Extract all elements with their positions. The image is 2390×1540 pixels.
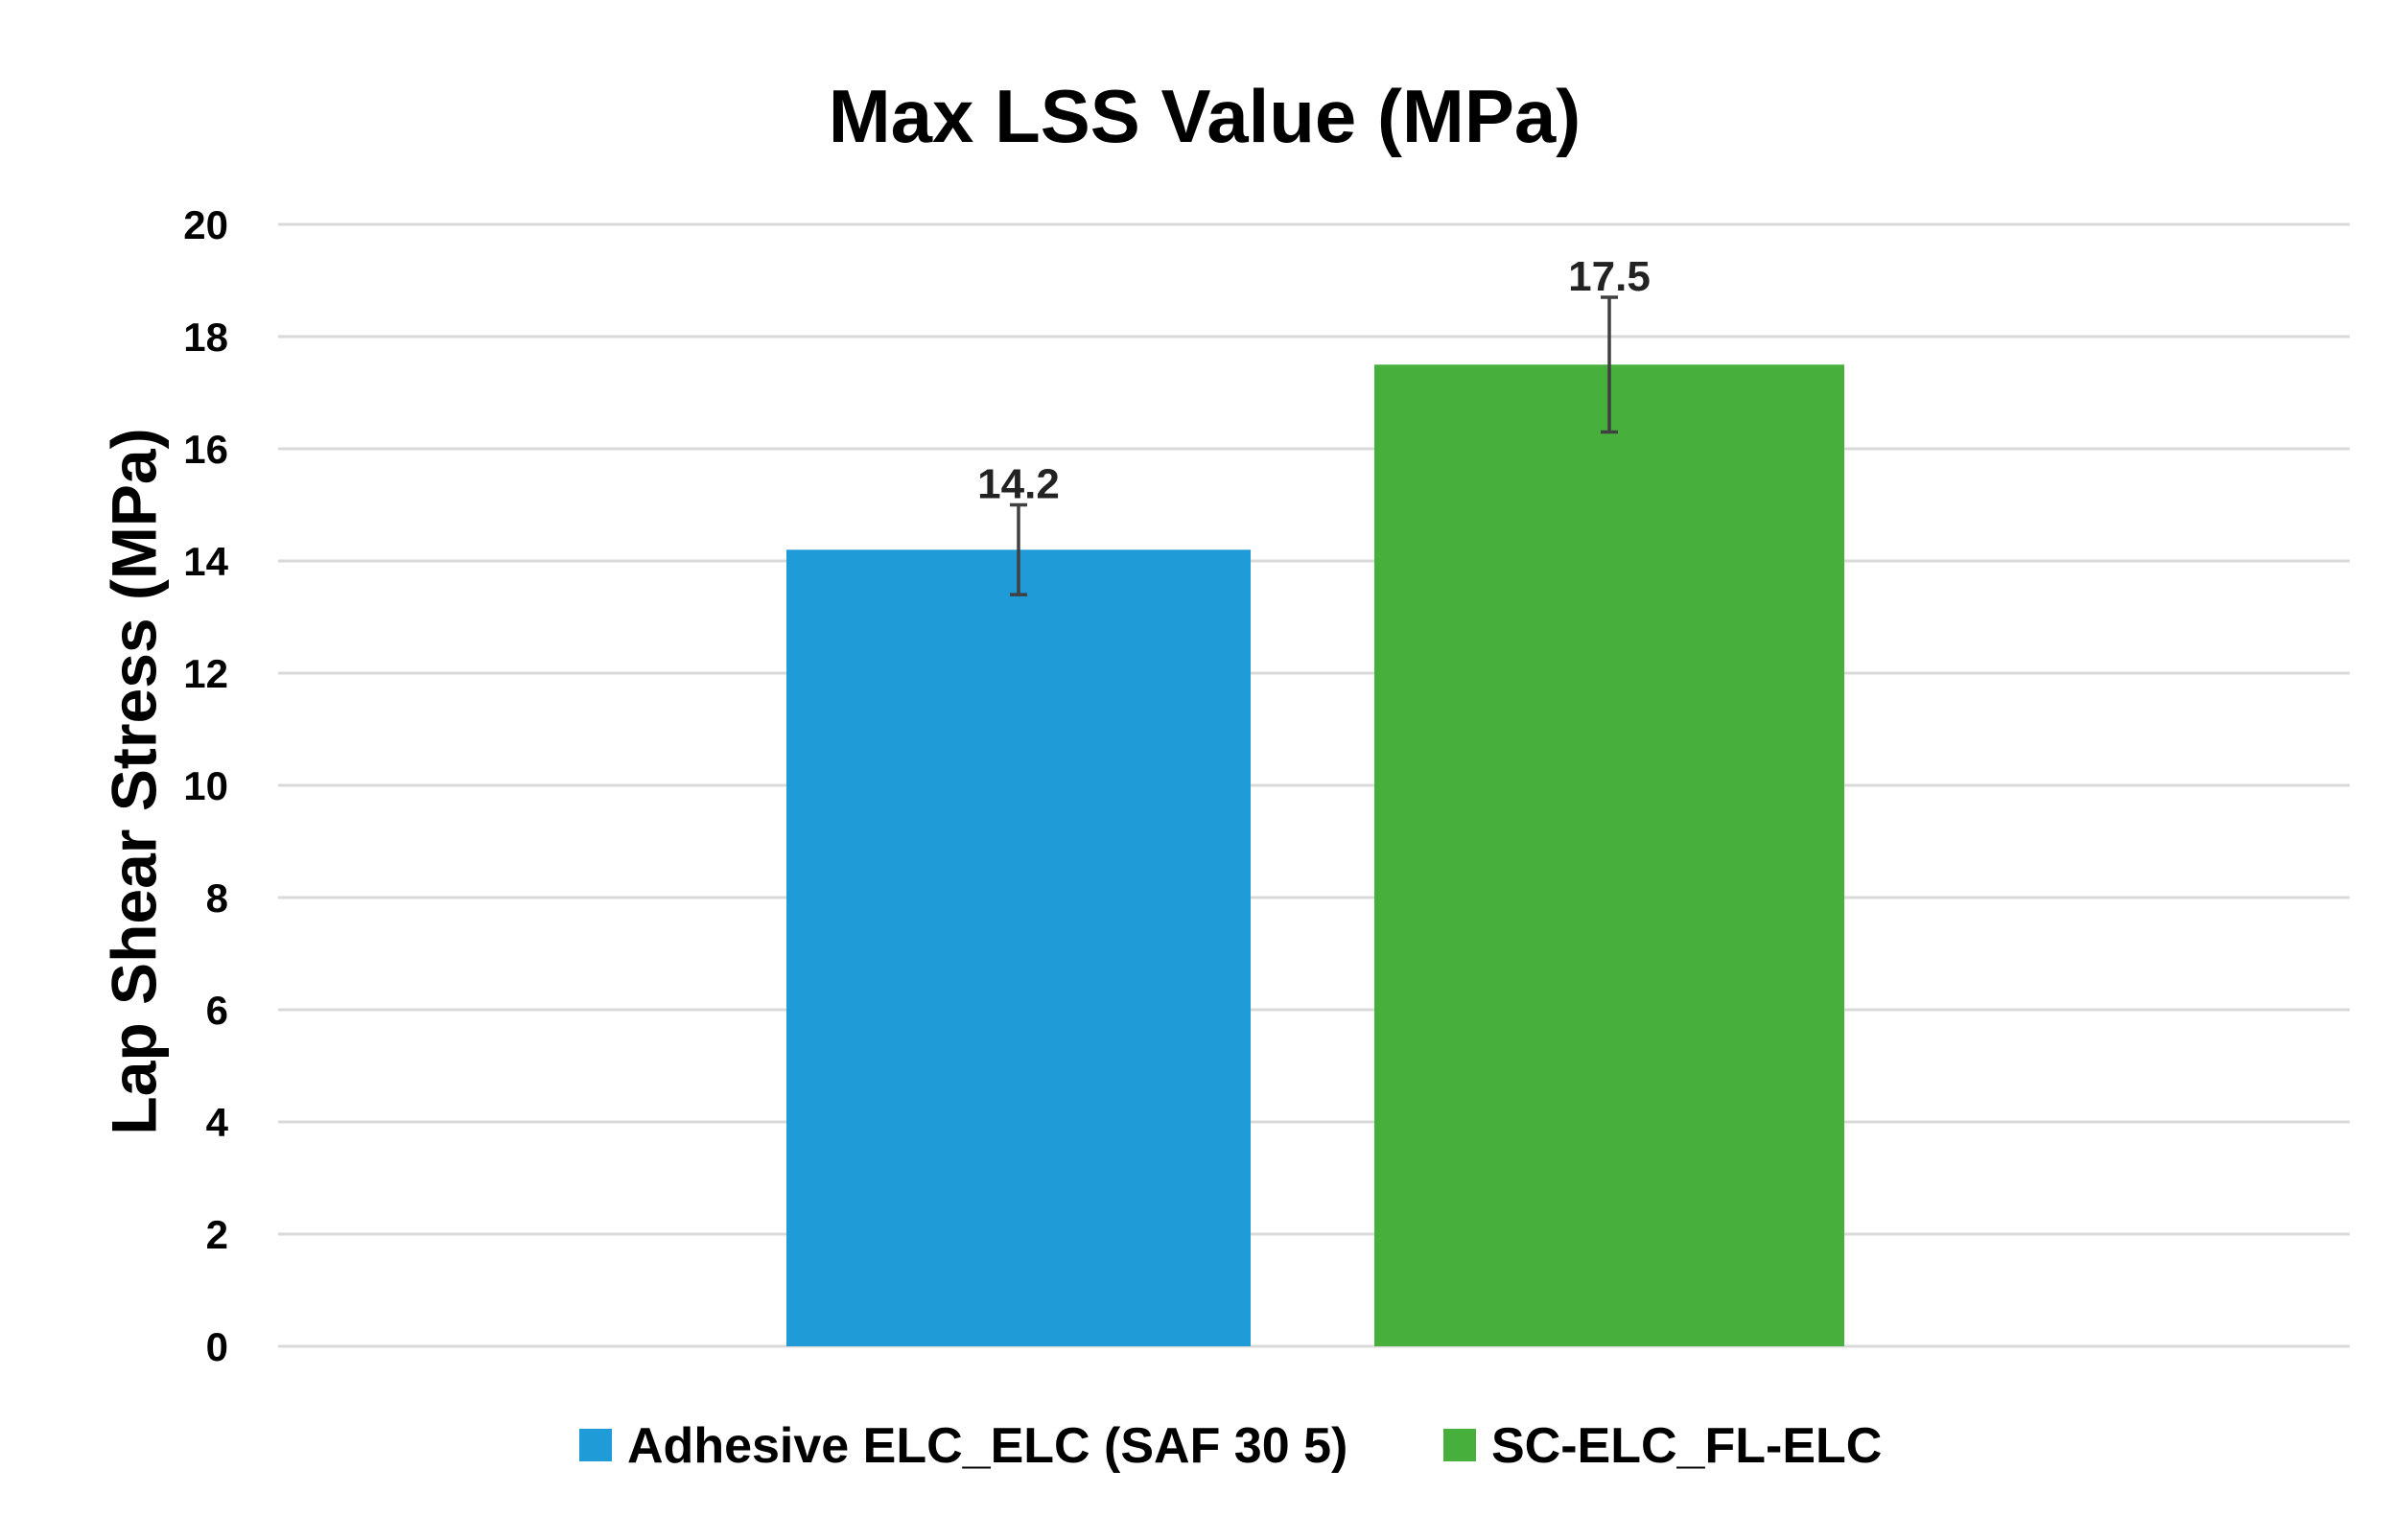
data-label-1: 14.2 — [977, 461, 1060, 508]
y-tick-label-10: 10 — [183, 763, 228, 808]
error-bar-2 — [1601, 295, 1618, 434]
chart-title: Max LSS Value (MPa) — [829, 74, 1582, 158]
y-tick-label-2: 2 — [206, 1212, 228, 1257]
y-tick-label-4: 4 — [206, 1100, 229, 1145]
legend: Adhesive ELC_ELC (SAF 30 5) SC-ELC_FL-ELC — [579, 1418, 1882, 1474]
y-tick-label-12: 12 — [183, 651, 228, 696]
y-tick-label-6: 6 — [206, 988, 228, 1033]
y-tick-label-14: 14 — [183, 539, 228, 584]
legend-swatch-1 — [579, 1429, 612, 1461]
gridlines — [278, 222, 2350, 1348]
y-axis-label: Lap Shear Stress (MPa) — [98, 428, 169, 1134]
bar-2 — [1374, 364, 1844, 1346]
legend-label-1: Adhesive ELC_ELC (SAF 30 5) — [627, 1418, 1347, 1474]
error-bar-1 — [1010, 502, 1027, 596]
legend-swatch-2 — [1443, 1429, 1476, 1461]
y-tick-label-16: 16 — [183, 427, 228, 472]
y-tick-label-20: 20 — [183, 202, 228, 247]
legend-item-2: SC-ELC_FL-ELC — [1443, 1418, 1882, 1474]
bars: 14.2 17.5 — [786, 253, 1844, 1346]
y-tick-label-18: 18 — [183, 315, 228, 360]
y-tick-labels: 0 2 4 6 8 10 12 14 16 18 20 — [183, 202, 228, 1369]
legend-label-2: SC-ELC_FL-ELC — [1491, 1418, 1882, 1474]
bar-1 — [786, 549, 1251, 1346]
y-tick-label-8: 8 — [206, 875, 228, 921]
legend-item-1: Adhesive ELC_ELC (SAF 30 5) — [579, 1418, 1347, 1474]
data-label-2: 17.5 — [1568, 253, 1651, 300]
y-tick-label-0: 0 — [206, 1324, 228, 1369]
